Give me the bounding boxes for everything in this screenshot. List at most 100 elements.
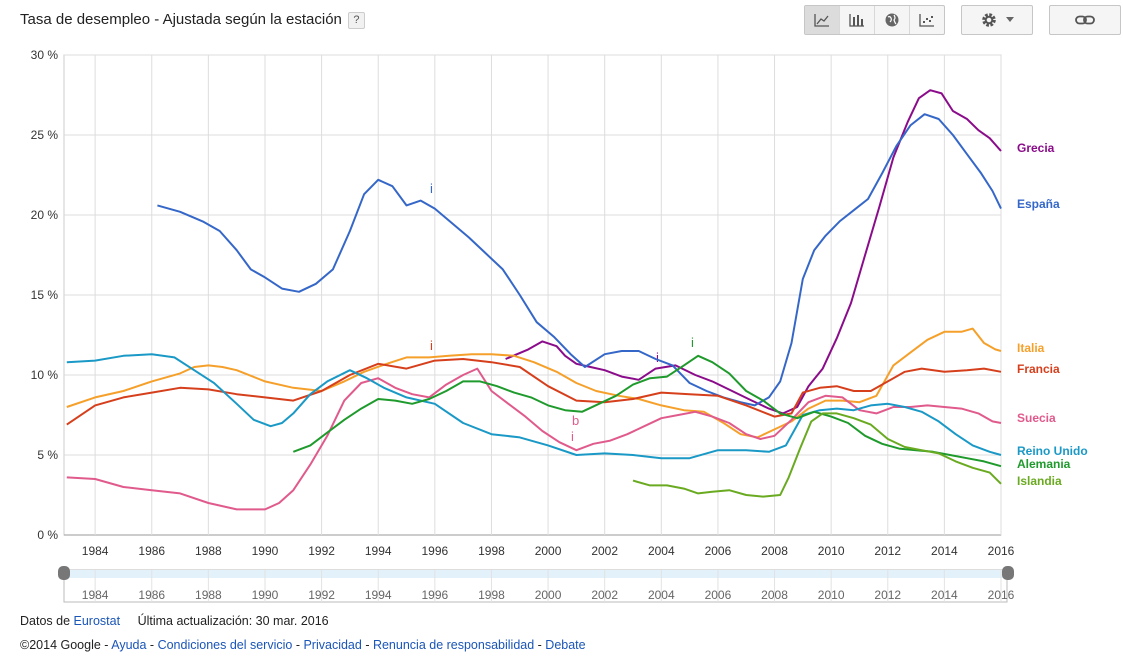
scatter-button[interactable]	[910, 6, 944, 34]
timeline-tick-label: 1992	[308, 588, 335, 602]
separator: -	[100, 638, 112, 652]
settings-button[interactable]	[961, 5, 1033, 35]
data-source: Datos de Eurostat Última actualización: …	[20, 614, 329, 628]
legend-suecia[interactable]: Suecia	[1017, 411, 1056, 425]
x-tick-label: 2008	[761, 544, 788, 558]
timeline-tick-label: 2010	[818, 588, 845, 602]
series-line-grecia[interactable]	[505, 89, 1002, 415]
eurostat-link[interactable]: Eurostat	[73, 614, 121, 628]
series-lines	[66, 89, 1002, 511]
timeline-slider[interactable]: 1984 1986 1988 1990 1992 1994 1996 1998 2000 2002…	[58, 566, 1015, 603]
timeline-tick-label: 1998	[478, 588, 505, 602]
separator: -	[361, 638, 373, 652]
bar-chart-button[interactable]	[840, 6, 875, 34]
timeline-tick-label: 1996	[421, 588, 448, 602]
footer-links: ©2014 Google - Ayuda - Condiciones del s…	[20, 638, 586, 652]
annotation-marker-suecia-b[interactable]: b	[572, 413, 579, 428]
x-tick-label: 2010	[818, 544, 845, 558]
copyright: ©2014 Google	[20, 638, 101, 652]
x-tick-label: 2016	[988, 544, 1015, 558]
x-tick-label: 2004	[648, 544, 675, 558]
discussion-link[interactable]: Debate	[545, 638, 586, 652]
x-tick-label: 1992	[308, 544, 335, 558]
separator: -	[292, 638, 304, 652]
terms-link[interactable]: Condiciones del servicio	[157, 638, 293, 652]
line-chart-button[interactable]	[805, 6, 840, 34]
y-tick-label: 20 %	[31, 208, 59, 222]
legend-reino-unido[interactable]: Reino Unido	[1017, 444, 1088, 458]
chart-annotations: i i i i b i	[430, 181, 694, 444]
y-tick-label: 15 %	[31, 288, 59, 302]
legend: Grecia España Italia Francia Suecia Reino Uni…	[1017, 141, 1088, 488]
legend-francia[interactable]: Francia	[1017, 362, 1060, 376]
x-tick-label: 1990	[252, 544, 279, 558]
y-tick-label: 0 %	[37, 528, 58, 542]
disclaimer-link[interactable]: Renuncia de responsabilidad	[372, 638, 535, 652]
gear-icon	[982, 13, 996, 27]
timeline-tick-label: 2006	[705, 588, 732, 602]
series-line-suecia[interactable]	[66, 367, 1002, 511]
separator: -	[146, 638, 158, 652]
annotation-marker-grecia[interactable]: i	[656, 350, 659, 365]
separator: -	[534, 638, 546, 652]
y-tick-label: 10 %	[31, 368, 59, 382]
globe-icon	[885, 13, 899, 27]
timeline-tick-label: 2004	[648, 588, 675, 602]
x-tick-label: 2000	[535, 544, 562, 558]
timeline-tick-label: 2002	[591, 588, 618, 602]
series-line-italia[interactable]	[66, 327, 1002, 439]
x-tick-label: 1986	[138, 544, 165, 558]
y-tick-label: 5 %	[37, 448, 58, 462]
bar-chart-icon	[849, 14, 864, 27]
annotation-marker-suecia-i[interactable]: i	[571, 429, 574, 444]
help-link[interactable]: Ayuda	[111, 638, 147, 652]
x-tick-label: 2012	[874, 544, 901, 558]
series-line-reino-unido[interactable]	[66, 353, 1002, 460]
help-button[interactable]: ?	[347, 11, 365, 29]
series-line-islandia[interactable]	[632, 412, 1002, 498]
x-tick-label: 2002	[591, 544, 618, 558]
x-tick-label: 2006	[705, 544, 732, 558]
timeline-tick-label: 2012	[874, 588, 901, 602]
timeline-tick-label: 1990	[252, 588, 279, 602]
annotation-marker-espana[interactable]: i	[430, 181, 433, 196]
timeline-tick-label: 1988	[195, 588, 222, 602]
annotation-marker-alemania[interactable]: i	[691, 335, 694, 350]
series-line-alemania[interactable]	[292, 354, 1002, 468]
timeline-handle-left[interactable]	[58, 566, 70, 580]
timeline-tick-label: 2014	[931, 588, 958, 602]
timeline-tick-label: 1994	[365, 588, 392, 602]
series-line-espana[interactable]	[157, 113, 1002, 407]
timeline-handle-right[interactable]	[1002, 566, 1014, 580]
legend-grecia[interactable]: Grecia	[1017, 141, 1055, 155]
data-prefix: Datos de	[20, 614, 71, 628]
timeline-tick-label: 1984	[82, 588, 109, 602]
x-tick-label: 1994	[365, 544, 392, 558]
timeline-tick-label: 2016	[988, 588, 1015, 602]
timeline-tick-label: 2008	[761, 588, 788, 602]
annotation-marker-francia[interactable]: i	[430, 338, 433, 353]
series-line-francia[interactable]	[66, 358, 1002, 426]
scatter-icon	[919, 14, 934, 27]
legend-italia[interactable]: Italia	[1017, 341, 1045, 355]
page-title: Tasa de desempleo - Ajustada según la es…	[20, 11, 365, 29]
link-button[interactable]	[1049, 5, 1121, 35]
y-tick-label: 30 %	[31, 48, 59, 62]
timeline-tick-label: 1986	[138, 588, 165, 602]
x-tick-label: 1998	[478, 544, 505, 558]
link-icon	[1075, 15, 1095, 25]
timeline-range	[64, 570, 1007, 578]
map-button[interactable]	[875, 6, 910, 34]
x-tick-label: 1984	[82, 544, 109, 558]
chart-title: Tasa de desempleo - Ajustada según la es…	[20, 11, 342, 28]
line-chart-icon	[814, 14, 829, 27]
legend-alemania[interactable]: Alemania	[1017, 457, 1071, 471]
axes: 0 % 5 % 10 % 15 % 20 % 25 % 30 % 1984 1986 1988 19…	[31, 48, 1015, 558]
line-chart: i i i i b i Grecia España Italia Francia Sue…	[31, 48, 1088, 603]
x-tick-label: 1996	[421, 544, 448, 558]
y-tick-label: 25 %	[31, 128, 59, 142]
legend-espana[interactable]: España	[1017, 197, 1060, 211]
legend-islandia[interactable]: Islandia	[1017, 474, 1062, 488]
chart-type-toolbar	[804, 5, 945, 35]
privacy-link[interactable]: Privacidad	[303, 638, 362, 652]
